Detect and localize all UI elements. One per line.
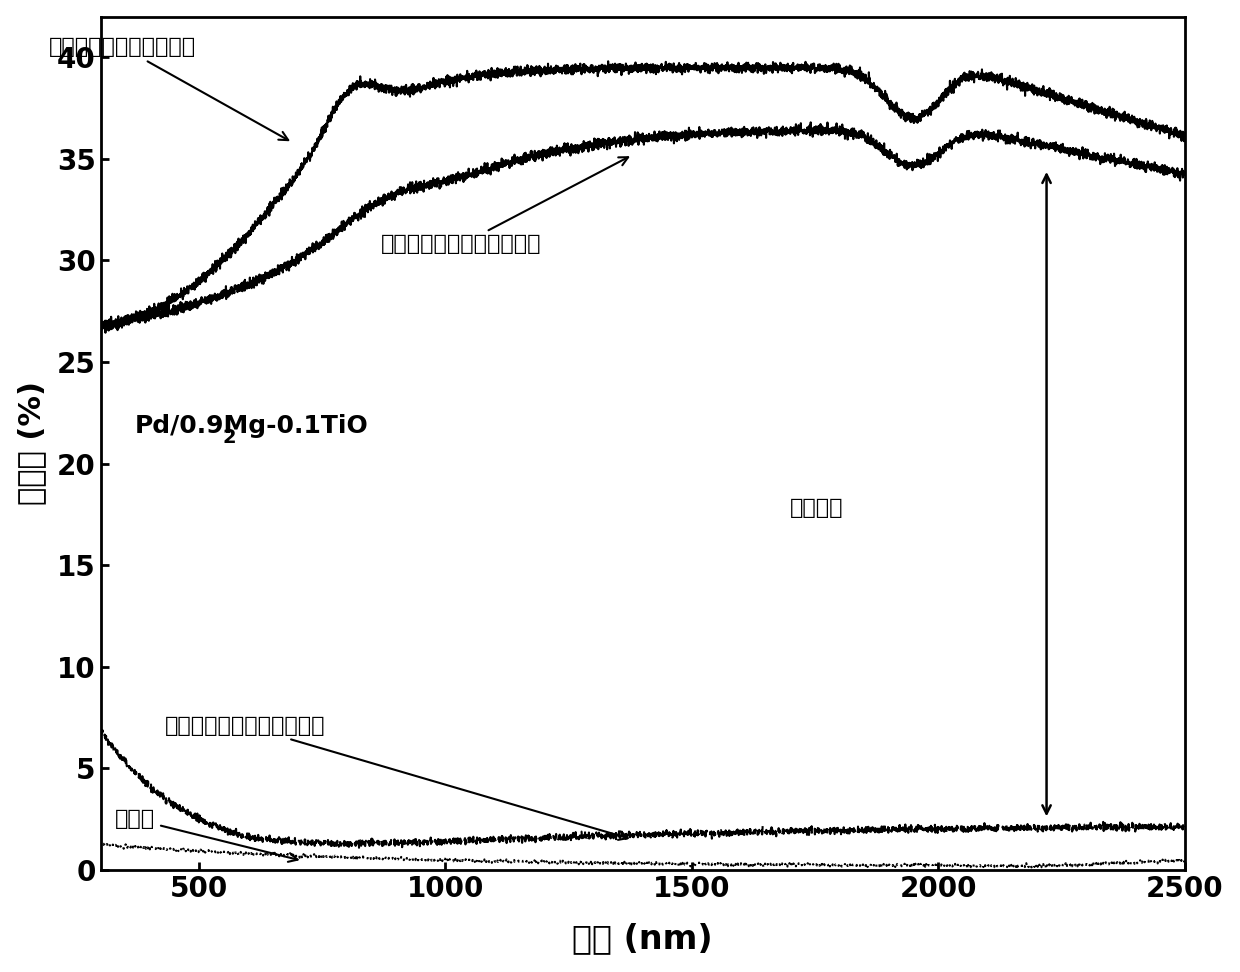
Text: 2: 2: [223, 429, 237, 447]
Text: Pd/0.9Mg-0.1TiO: Pd/0.9Mg-0.1TiO: [135, 414, 368, 438]
Text: 调光区间: 调光区间: [790, 499, 844, 518]
Text: 初始态: 初始态: [115, 810, 298, 862]
X-axis label: 波长 (nm): 波长 (nm): [572, 922, 713, 955]
Text: 第一次通入氢气（吸氢）: 第一次通入氢气（吸氢）: [48, 37, 288, 140]
Text: 第二十次通入氢气（吸氢）: 第二十次通入氢气（吸氢）: [382, 157, 629, 255]
Text: 第二十次通入空气（放氢）: 第二十次通入空气（放氢）: [165, 715, 627, 840]
Y-axis label: 透射率 (%): 透射率 (%): [16, 381, 46, 505]
